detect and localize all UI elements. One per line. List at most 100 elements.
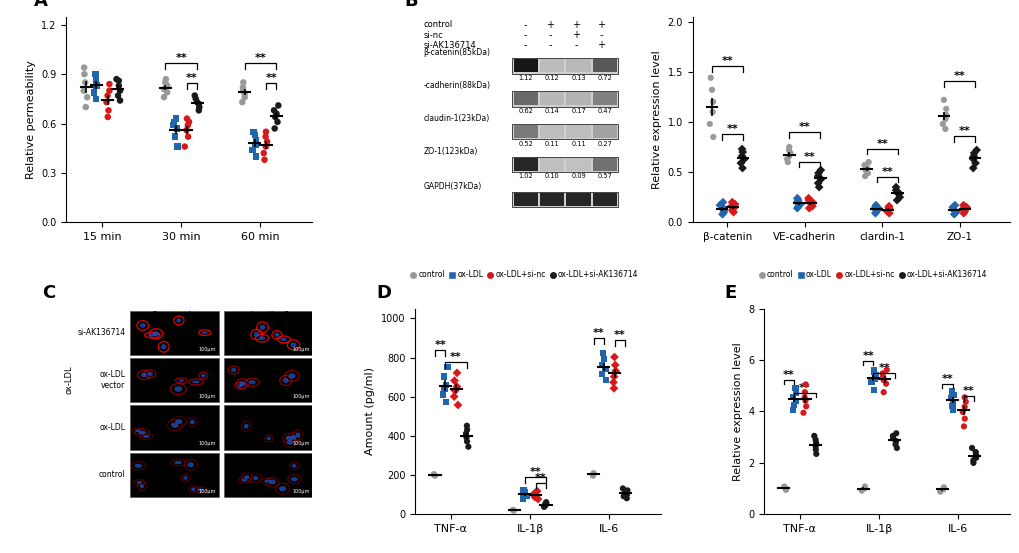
Text: **: **	[534, 473, 546, 483]
Point	[891, 193, 907, 202]
Point	[934, 483, 951, 492]
Point	[101, 86, 117, 95]
Point	[703, 85, 719, 94]
Text: -: -	[523, 40, 527, 50]
Point	[439, 363, 455, 372]
Point	[869, 204, 886, 213]
Point	[733, 144, 749, 153]
Point	[704, 107, 720, 116]
Point	[777, 486, 794, 494]
Text: 100μm: 100μm	[291, 489, 309, 494]
Text: 100μm: 100μm	[199, 489, 216, 494]
Point	[944, 205, 960, 213]
Point	[887, 182, 903, 191]
Point	[101, 80, 117, 88]
Point	[942, 394, 958, 403]
Point	[947, 207, 963, 216]
Point	[857, 166, 873, 175]
Bar	[592, 158, 616, 171]
Point	[878, 207, 895, 216]
Point	[966, 159, 982, 168]
Text: **: **	[185, 73, 198, 83]
Text: 0.11: 0.11	[544, 140, 558, 147]
Point	[437, 397, 453, 406]
Point	[800, 204, 816, 213]
Point	[781, 143, 797, 152]
Text: E: E	[725, 284, 737, 302]
Point	[734, 148, 750, 156]
Ellipse shape	[249, 380, 256, 384]
Point	[535, 503, 551, 512]
Text: -: -	[523, 20, 527, 30]
Bar	[223, 452, 312, 497]
Ellipse shape	[175, 419, 182, 424]
Ellipse shape	[286, 440, 292, 445]
Point	[734, 164, 750, 173]
Point	[888, 437, 904, 446]
Point	[968, 145, 984, 154]
Point	[270, 101, 286, 110]
Point	[803, 200, 819, 208]
Point	[955, 204, 971, 213]
Point	[887, 186, 903, 195]
Point	[967, 453, 983, 462]
Text: C: C	[42, 284, 55, 302]
Point	[445, 392, 462, 401]
Point	[812, 166, 828, 175]
Text: **: **	[783, 370, 794, 380]
Point	[99, 91, 115, 100]
Point	[434, 390, 450, 399]
Point	[884, 434, 901, 443]
Bar	[513, 126, 537, 138]
Point	[888, 444, 904, 452]
Text: claudin-1(23kDa): claudin-1(23kDa)	[423, 114, 489, 123]
Point	[505, 506, 522, 515]
Point	[797, 402, 813, 411]
Point	[701, 119, 717, 128]
Point	[723, 198, 740, 207]
Ellipse shape	[285, 436, 292, 441]
Point	[269, 117, 285, 126]
Point	[874, 372, 891, 381]
Point	[169, 142, 185, 151]
Point	[258, 142, 274, 151]
Point	[934, 485, 951, 494]
Point	[537, 500, 553, 509]
Point	[234, 86, 251, 95]
Text: **: **	[877, 363, 890, 373]
Point	[77, 103, 94, 112]
Point	[725, 204, 741, 213]
Text: ox-LDL: ox-LDL	[99, 423, 125, 432]
Point	[880, 205, 897, 213]
Bar	[539, 158, 564, 171]
Bar	[512, 91, 618, 107]
Point	[518, 492, 534, 500]
Ellipse shape	[143, 435, 150, 438]
Ellipse shape	[174, 387, 182, 392]
Point	[595, 354, 611, 363]
Point	[515, 489, 531, 498]
Ellipse shape	[153, 331, 159, 336]
Text: -cadherin(88kDa): -cadherin(88kDa)	[423, 81, 490, 90]
Point	[723, 206, 740, 215]
Point	[958, 203, 974, 212]
Ellipse shape	[187, 462, 194, 467]
Point	[88, 70, 104, 79]
Point	[157, 78, 173, 87]
Point	[880, 209, 897, 218]
Point	[955, 201, 971, 210]
Text: -: -	[548, 40, 551, 50]
Point	[258, 127, 274, 136]
Point	[619, 486, 635, 495]
Point	[866, 203, 882, 212]
Point	[605, 384, 622, 393]
Point	[809, 179, 825, 187]
Point	[100, 106, 116, 115]
Point	[585, 470, 601, 479]
Point	[189, 98, 205, 107]
Point	[593, 370, 609, 379]
Ellipse shape	[259, 336, 265, 340]
Bar	[566, 158, 590, 171]
Ellipse shape	[290, 477, 298, 482]
Point	[166, 132, 182, 141]
